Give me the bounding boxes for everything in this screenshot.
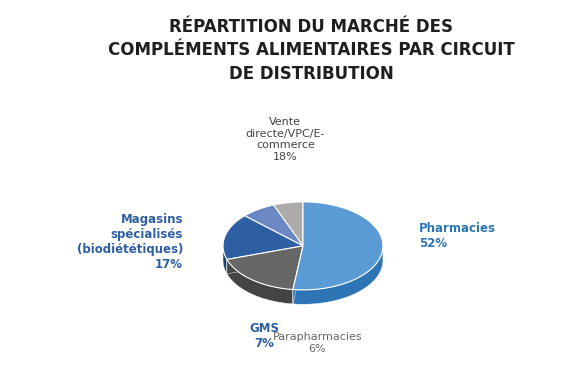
Text: Magasins
spécialisés
(biodiététiques)
17%: Magasins spécialisés (biodiététiques) 17… bbox=[77, 213, 183, 271]
Polygon shape bbox=[227, 259, 293, 304]
Polygon shape bbox=[245, 205, 303, 246]
Polygon shape bbox=[223, 216, 303, 259]
Text: Pharmacies
52%: Pharmacies 52% bbox=[419, 222, 496, 250]
Polygon shape bbox=[223, 246, 227, 274]
Polygon shape bbox=[293, 248, 383, 304]
Text: GMS
7%: GMS 7% bbox=[249, 322, 279, 350]
Polygon shape bbox=[274, 202, 303, 246]
Polygon shape bbox=[293, 246, 303, 304]
Polygon shape bbox=[293, 246, 303, 304]
Text: Parapharmacies
6%: Parapharmacies 6% bbox=[272, 332, 362, 354]
Title: RÉPARTITION DU MARCHÉ DES
COMPLÉMENTS ALIMENTAIRES PAR CIRCUIT
DE DISTRIBUTION: RÉPARTITION DU MARCHÉ DES COMPLÉMENTS AL… bbox=[108, 18, 514, 83]
Polygon shape bbox=[227, 246, 303, 274]
Ellipse shape bbox=[223, 216, 383, 304]
Polygon shape bbox=[227, 246, 303, 274]
Polygon shape bbox=[227, 246, 303, 289]
Polygon shape bbox=[293, 202, 383, 290]
Text: Vente
directe/VPC/E-
commerce
18%: Vente directe/VPC/E- commerce 18% bbox=[245, 117, 325, 162]
